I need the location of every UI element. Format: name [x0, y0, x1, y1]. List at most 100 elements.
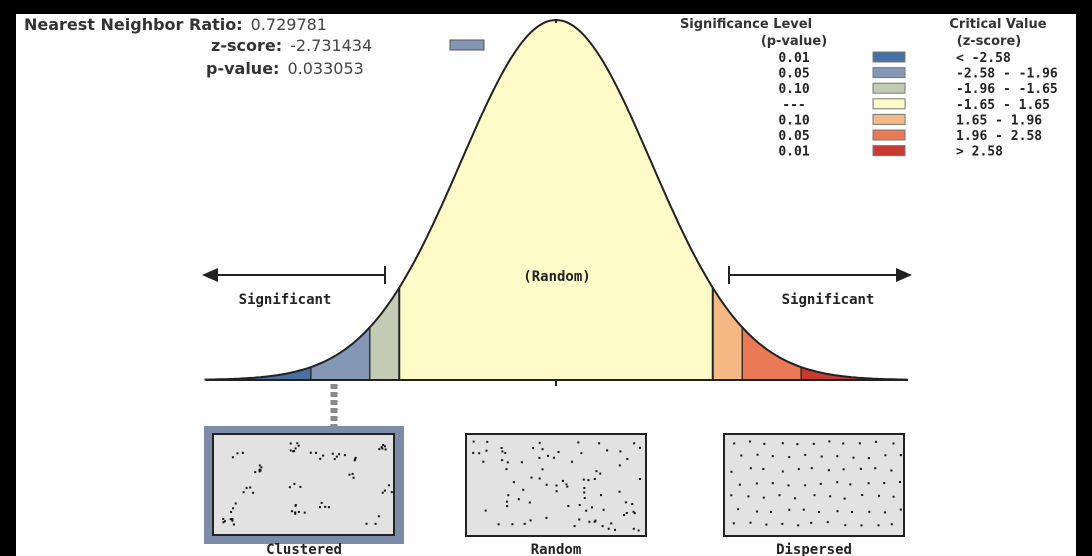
point: [781, 470, 784, 473]
point: [749, 467, 752, 470]
point: [598, 442, 601, 445]
point: [599, 472, 602, 475]
z-score-label: z-score:: [211, 36, 282, 55]
point: [299, 485, 302, 488]
point: [749, 521, 752, 524]
point: [505, 468, 508, 471]
random-center-label: (Random): [523, 269, 590, 285]
point: [229, 518, 232, 521]
point: [804, 453, 807, 456]
point: [899, 454, 902, 457]
point: [365, 522, 368, 525]
point: [738, 483, 741, 486]
point: [294, 447, 297, 450]
point: [618, 464, 621, 467]
point: [796, 443, 799, 446]
legend-rows: 0.01 < -2.58 0.05 -2.58 - -1.96 0.10 -1.96 - …: [778, 51, 1058, 160]
critical-value-header: Critical Value: [949, 17, 1046, 32]
point: [383, 445, 386, 448]
legend-swatch: [872, 113, 906, 125]
region-165-196: [712, 287, 743, 380]
point: [294, 512, 297, 515]
point: [289, 442, 292, 445]
point: [619, 450, 622, 453]
point: [765, 523, 768, 526]
point: [884, 511, 886, 514]
point: [623, 514, 625, 516]
point: [892, 495, 895, 498]
point: [819, 482, 822, 485]
point: [236, 452, 239, 455]
point: [827, 469, 830, 472]
point: [878, 494, 880, 497]
point: [478, 452, 481, 455]
point: [294, 504, 297, 507]
point: [892, 442, 895, 445]
point: [293, 482, 296, 485]
legend-swatch: [872, 129, 906, 141]
legend-z-range: -2.58 - -1.96: [956, 67, 1058, 82]
point: [538, 456, 541, 459]
point: [836, 481, 839, 484]
region-gt-258: [801, 367, 908, 380]
point: [324, 505, 327, 508]
point: [899, 508, 902, 511]
point: [547, 454, 549, 457]
point: [381, 447, 384, 450]
point: [562, 479, 564, 482]
point: [810, 467, 813, 470]
point: [343, 454, 346, 457]
point: [234, 502, 237, 505]
point: [541, 448, 544, 451]
statistics-block: Nearest Neighbor Ratio: 0.729781 z-score…: [24, 15, 485, 78]
point: [249, 486, 252, 489]
point: [522, 488, 525, 491]
critical-value-subheader: (z-score): [957, 34, 1021, 49]
point: [899, 481, 901, 483]
point: [374, 522, 377, 525]
point: [836, 510, 839, 513]
point: [333, 458, 336, 461]
point: [222, 521, 225, 524]
point: [826, 521, 829, 524]
point: [730, 494, 733, 497]
point: [601, 525, 604, 528]
point: [778, 494, 781, 497]
point: [254, 471, 257, 474]
point: [297, 444, 300, 447]
point: [788, 456, 791, 459]
point: [384, 448, 387, 451]
z-score-line: z-score: -2.731434: [211, 36, 372, 55]
point: [594, 519, 597, 522]
point: [788, 508, 791, 511]
point: [309, 451, 312, 454]
point: [497, 523, 500, 526]
point: [797, 524, 800, 527]
point: [781, 442, 784, 445]
point: [595, 470, 598, 473]
point: [771, 482, 774, 485]
point: [520, 461, 523, 464]
point: [512, 481, 515, 484]
point: [532, 447, 535, 450]
point: [322, 454, 325, 457]
point: [231, 519, 234, 522]
point: [378, 448, 381, 451]
point: [335, 455, 338, 458]
point: [883, 482, 886, 484]
point: [245, 486, 248, 489]
point: [545, 516, 548, 519]
point: [749, 440, 751, 443]
sig-level-header: Significance Level: [680, 17, 812, 32]
point: [639, 446, 641, 449]
point: [578, 518, 581, 521]
point: [890, 523, 893, 526]
dispersed-pattern: [723, 433, 905, 537]
random-points: [472, 440, 641, 532]
clustered-label: Clustered: [266, 542, 342, 556]
sig-level-subheader: (p-value): [761, 34, 827, 49]
point: [511, 523, 514, 526]
point: [797, 468, 800, 471]
point: [565, 483, 568, 486]
point: [230, 511, 233, 513]
